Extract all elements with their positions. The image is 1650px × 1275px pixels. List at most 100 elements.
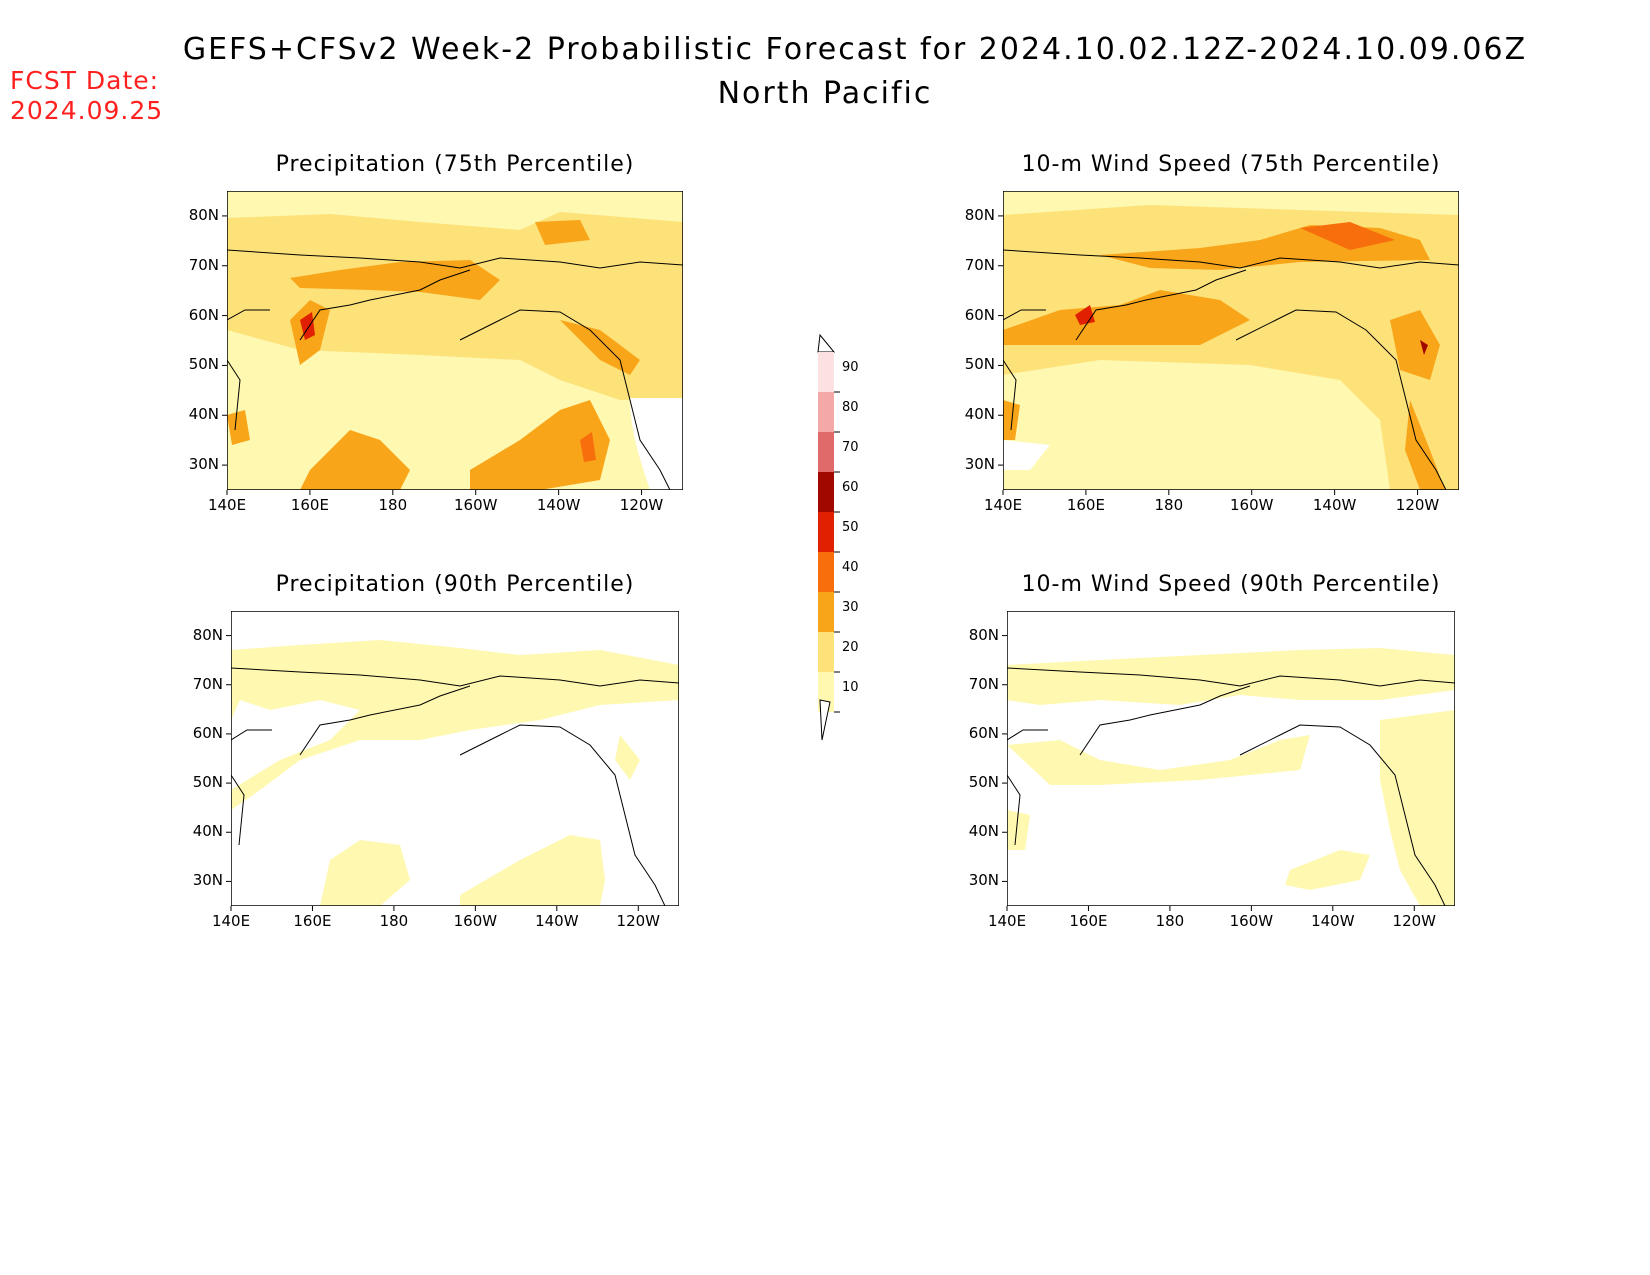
y-tick-label: 60N bbox=[188, 305, 219, 324]
shade-30 bbox=[470, 400, 610, 490]
colorbar-box bbox=[818, 552, 834, 592]
coastline bbox=[231, 667, 679, 906]
colorbar-box bbox=[818, 512, 834, 552]
shade-10 bbox=[420, 379, 560, 424]
shade-30 bbox=[1405, 400, 1445, 490]
x-tick-label: 180 bbox=[379, 912, 409, 930]
shade-30 bbox=[535, 220, 590, 245]
y-tick-label: 70N bbox=[964, 255, 995, 274]
fcst-date-label: FCST Date: bbox=[10, 66, 160, 95]
y-tick-label: 30N bbox=[192, 871, 223, 890]
shade-10 bbox=[615, 735, 640, 780]
y-tick-label: 60N bbox=[968, 723, 999, 742]
y-tick-label: 80N bbox=[192, 625, 223, 644]
colorbar-label: 90 bbox=[842, 360, 859, 375]
x-tick-label: 160W bbox=[1229, 496, 1274, 514]
x-tick-label: 140W bbox=[1311, 912, 1355, 930]
y-tick-label: 60N bbox=[192, 723, 223, 742]
colorbar-box bbox=[818, 352, 834, 392]
shade-none bbox=[630, 398, 683, 490]
map-precip75 bbox=[227, 191, 683, 490]
panel-title-precip90: Precipitation (90th Percentile) bbox=[275, 572, 635, 597]
shade-10 bbox=[1285, 850, 1370, 890]
shade-10 bbox=[227, 191, 683, 230]
region-subtitle: North Pacific bbox=[717, 76, 933, 111]
shade-10 bbox=[320, 840, 410, 906]
colorbar-label: 70 bbox=[842, 440, 859, 455]
x-tick-label: 160E bbox=[1066, 496, 1105, 514]
colorbar-box bbox=[818, 472, 834, 512]
x-tick-label: 160W bbox=[453, 912, 498, 930]
colorbar-label: 10 bbox=[842, 680, 859, 695]
y-tick-label: 40N bbox=[192, 822, 223, 841]
colorbar-label: 80 bbox=[842, 400, 859, 415]
shade-40 bbox=[580, 432, 596, 462]
shade-10 bbox=[1003, 191, 1459, 215]
x-tick-label: 140E bbox=[987, 912, 1027, 930]
shade-50 bbox=[1075, 305, 1095, 325]
panel-title-precip75: Precipitation (75th Percentile) bbox=[275, 152, 635, 177]
x-tick-label: 120W bbox=[616, 912, 660, 930]
y-tick-label: 50N bbox=[188, 355, 219, 374]
y-tick-label: 70N bbox=[192, 674, 223, 693]
map-wind90 bbox=[1007, 611, 1455, 906]
shade-none bbox=[231, 700, 360, 790]
y-tick-label: 50N bbox=[964, 355, 995, 374]
main-title: GEFS+CFSv2 Week-2 Probabilistic Forecast… bbox=[182, 32, 1528, 67]
y-tick-label: 80N bbox=[188, 205, 219, 224]
coastline bbox=[227, 249, 683, 490]
y-tick-label: 50N bbox=[968, 773, 999, 792]
shade-10 bbox=[1003, 360, 1390, 490]
x-tick-label: 140W bbox=[1312, 496, 1357, 514]
y-tick-label: 40N bbox=[964, 405, 995, 424]
colorbar-label: 40 bbox=[842, 560, 859, 575]
y-tick-label: 60N bbox=[964, 305, 995, 324]
colorbar-box bbox=[818, 632, 834, 672]
shade-40 bbox=[1300, 222, 1395, 250]
y-tick-label: 30N bbox=[968, 871, 999, 890]
colorbar-tip-bottom bbox=[819, 699, 831, 741]
shade-30 bbox=[300, 430, 410, 490]
x-tick-label: 160W bbox=[1229, 912, 1274, 930]
shade-10 bbox=[460, 835, 605, 906]
x-tick-label: 180 bbox=[1154, 496, 1184, 514]
x-tick-label: 120W bbox=[1392, 912, 1436, 930]
x-tick-label: 160E bbox=[290, 496, 329, 514]
x-tick-label: 140W bbox=[536, 496, 581, 514]
y-tick-label: 30N bbox=[964, 455, 995, 474]
shade-30 bbox=[1003, 290, 1250, 345]
colorbar-boxes bbox=[818, 352, 840, 713]
shade-10 bbox=[231, 640, 679, 810]
x-tick-label: 120W bbox=[1395, 496, 1440, 514]
colorbar-box bbox=[818, 432, 834, 472]
shade-50 bbox=[300, 312, 315, 340]
map-wind75 bbox=[1003, 191, 1459, 490]
shade-10 bbox=[1007, 735, 1310, 785]
x-tick-label: 160E bbox=[1069, 912, 1108, 930]
panel-title-wind75: 10-m Wind Speed (75th Percentile) bbox=[1021, 152, 1441, 177]
y-tick-label: 30N bbox=[188, 455, 219, 474]
fcst-date-value: 2024.09.25 bbox=[10, 96, 164, 125]
x-tick-label: 140E bbox=[983, 496, 1023, 514]
colorbar-label: 30 bbox=[842, 600, 859, 615]
panel-title-wind90: 10-m Wind Speed (90th Percentile) bbox=[1021, 572, 1441, 597]
colorbar-box bbox=[818, 392, 834, 432]
colorbar-label: 60 bbox=[842, 480, 859, 495]
shade-10 bbox=[1007, 810, 1030, 850]
shade-10 bbox=[1007, 648, 1455, 705]
x-tick-label: 180 bbox=[378, 496, 408, 514]
shade-30 bbox=[227, 410, 250, 445]
coastline bbox=[1007, 667, 1455, 906]
shade-60 bbox=[1420, 340, 1428, 355]
y-tick-label: 40N bbox=[968, 822, 999, 841]
shade-30 bbox=[290, 260, 500, 300]
y-tick-label: 40N bbox=[188, 405, 219, 424]
y-tick-label: 80N bbox=[968, 625, 999, 644]
colorbar-label: 50 bbox=[842, 520, 859, 535]
x-tick-label: 160W bbox=[453, 496, 498, 514]
x-tick-label: 140W bbox=[535, 912, 579, 930]
colorbar-label: 20 bbox=[842, 640, 859, 655]
y-tick-label: 50N bbox=[192, 773, 223, 792]
x-tick-label: 180 bbox=[1155, 912, 1185, 930]
